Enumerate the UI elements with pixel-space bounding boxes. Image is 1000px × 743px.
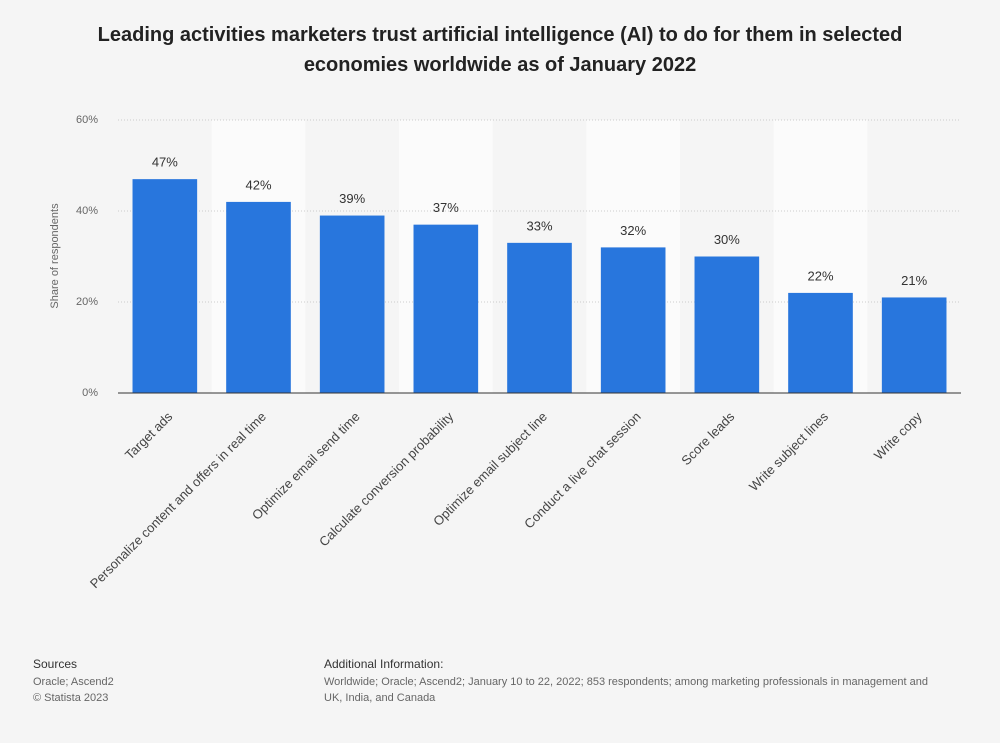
bar [319,215,385,393]
bar [788,292,853,393]
y-tick-label: 40% [76,205,98,217]
source-line: Oracle; Ascend2 [33,676,114,688]
chart-title: Leading activities marketers trust artif… [98,24,903,76]
value-label: 37% [433,200,459,215]
y-tick-label: 60% [76,114,98,126]
bar [132,179,198,393]
y-tick-label: 20% [76,296,98,308]
value-label: 47% [152,155,178,170]
bar [226,201,291,393]
y-tick-label: 0% [82,387,98,399]
source-line: © Statista 2023 [33,692,108,704]
value-label: 21% [901,273,927,288]
value-label: 30% [714,232,740,247]
bar [413,224,479,393]
bar [694,256,760,393]
bar [507,242,572,393]
y-axis-title: Share of respondents [49,203,61,309]
value-label: 22% [807,268,833,283]
value-label: 32% [620,223,646,238]
info-line: Worldwide; Oracle; Ascend2; January 10 t… [324,676,928,688]
bar [600,247,666,393]
value-label: 42% [245,177,271,192]
info-line: UK, India, and Canada [324,692,436,704]
sources-title: Sources [33,657,77,671]
info-title: Additional Information: [324,657,443,671]
bar [881,297,947,393]
value-label: 33% [526,218,552,233]
value-label: 39% [339,191,365,206]
